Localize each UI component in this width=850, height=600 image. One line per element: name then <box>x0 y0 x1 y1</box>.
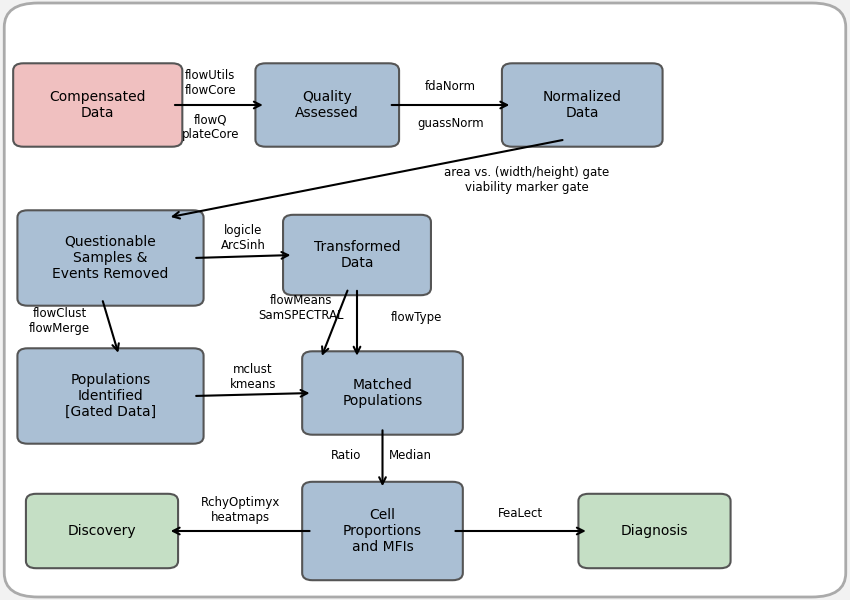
Text: Cell
Proportions
and MFIs: Cell Proportions and MFIs <box>343 508 422 554</box>
Text: flowType: flowType <box>391 311 442 324</box>
FancyBboxPatch shape <box>502 64 663 147</box>
FancyBboxPatch shape <box>26 494 178 568</box>
Text: Median: Median <box>389 449 433 462</box>
Text: Quality
Assessed: Quality Assessed <box>295 90 360 120</box>
Text: Discovery: Discovery <box>68 524 136 538</box>
Text: flowUtils
flowCore: flowUtils flowCore <box>184 68 236 97</box>
Text: flowClust
flowMerge: flowClust flowMerge <box>29 307 90 335</box>
Text: FeaLect: FeaLect <box>498 507 543 520</box>
Text: mclust
kmeans: mclust kmeans <box>230 363 276 391</box>
Text: area vs. (width/height) gate
viability marker gate: area vs. (width/height) gate viability m… <box>445 166 609 194</box>
FancyBboxPatch shape <box>303 482 462 580</box>
FancyBboxPatch shape <box>255 64 400 147</box>
FancyBboxPatch shape <box>17 348 203 444</box>
Text: flowQ
plateCore: flowQ plateCore <box>182 113 239 142</box>
Text: Questionable
Samples &
Events Removed: Questionable Samples & Events Removed <box>53 235 168 281</box>
Text: Matched
Populations: Matched Populations <box>343 378 422 408</box>
Text: Normalized
Data: Normalized Data <box>543 90 621 120</box>
Text: logicle
ArcSinh: logicle ArcSinh <box>221 224 266 252</box>
FancyBboxPatch shape <box>578 494 730 568</box>
Text: Ratio: Ratio <box>331 449 361 462</box>
FancyBboxPatch shape <box>4 3 846 597</box>
FancyBboxPatch shape <box>17 210 203 306</box>
Text: Compensated
Data: Compensated Data <box>49 90 146 120</box>
Text: Transformed
Data: Transformed Data <box>314 240 400 270</box>
FancyBboxPatch shape <box>303 351 462 434</box>
FancyBboxPatch shape <box>14 64 182 147</box>
Text: fdaNorm: fdaNorm <box>425 80 476 93</box>
Text: Diagnosis: Diagnosis <box>620 524 688 538</box>
FancyBboxPatch shape <box>283 215 431 295</box>
Text: guassNorm: guassNorm <box>417 117 484 130</box>
Text: Populations
Identified
[Gated Data]: Populations Identified [Gated Data] <box>65 373 156 419</box>
Text: flowMeans
SamSPECTRAL: flowMeans SamSPECTRAL <box>258 294 343 322</box>
Text: RchyOptimyx
heatmaps: RchyOptimyx heatmaps <box>201 496 280 524</box>
